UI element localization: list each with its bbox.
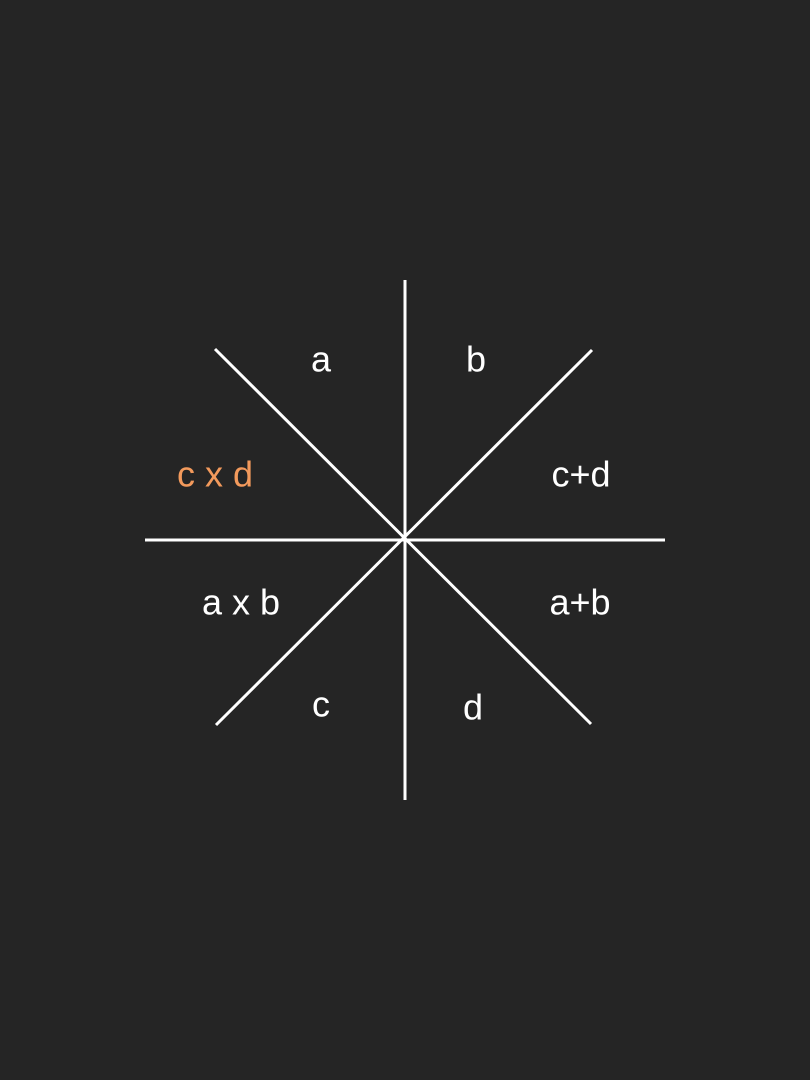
label-a: a [311,339,332,380]
label-b: b [466,339,486,380]
sector-labels: a b c+d a+b d c a x b c x d [177,339,611,728]
label-c: c [312,684,330,725]
label-a-times-b: a x b [202,582,280,623]
label-c-times-d: c x d [177,454,253,495]
label-a-plus-b: a+b [549,582,610,623]
label-c-plus-d: c+d [551,454,610,495]
diagonal-line-ne-sw [214,348,594,727]
diagram-lines [145,280,665,800]
label-d: d [463,687,483,728]
